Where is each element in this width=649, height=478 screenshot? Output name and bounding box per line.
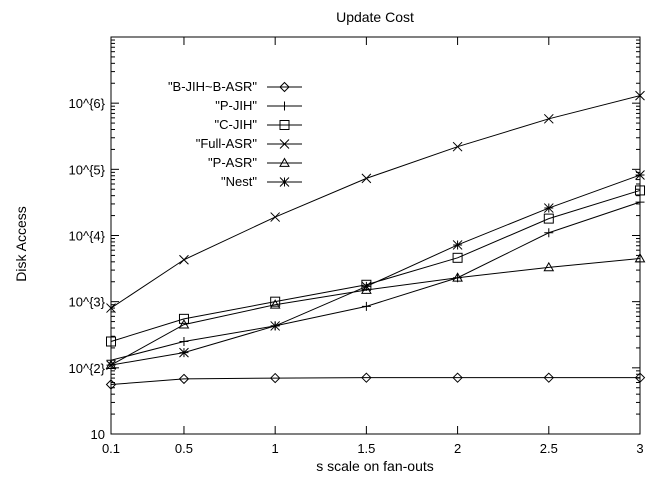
data-point bbox=[634, 252, 646, 263]
legend-label: "P-JIH" bbox=[215, 98, 257, 113]
data-point bbox=[452, 252, 463, 263]
series-line bbox=[110, 257, 641, 366]
data-point bbox=[543, 261, 555, 272]
y-tick-label: 10^{6} bbox=[69, 96, 106, 111]
y-tick-label: 10^{2} bbox=[69, 361, 106, 376]
legend-label: "Nest" bbox=[221, 174, 257, 189]
data-point bbox=[361, 281, 372, 292]
legend-marker bbox=[279, 139, 290, 149]
legend: "B-JIH~B-ASR" "P-JIH" "C-JIH" "Full-ASR" "P-… bbox=[168, 79, 302, 189]
data-point bbox=[543, 372, 555, 383]
data-point bbox=[544, 228, 554, 238]
x-tick-label: 2.5 bbox=[540, 441, 558, 456]
data-point bbox=[452, 272, 463, 282]
data-point bbox=[635, 170, 645, 180]
x-tick-label: 0.5 bbox=[175, 441, 193, 456]
data-point bbox=[452, 141, 463, 152]
legend-marker bbox=[279, 157, 290, 167]
legend-label: "P-ASR" bbox=[208, 155, 257, 170]
data-point bbox=[361, 301, 371, 311]
y-tick-label: 10^{5} bbox=[69, 162, 106, 177]
y-tick-label: 10 bbox=[91, 427, 105, 442]
data-point bbox=[270, 321, 281, 331]
data-point bbox=[105, 379, 117, 390]
axes: 0.1 0.5 1 1.5 2 2.5 3 10 10^{2} 10^{3} 10^{4} 10^{5… bbox=[69, 36, 644, 456]
data-point bbox=[635, 185, 645, 196]
x-tick-label: 1.5 bbox=[357, 441, 375, 456]
data-point bbox=[361, 173, 372, 184]
x-axis-label: s scale on fan-outs bbox=[316, 458, 434, 474]
series-line bbox=[110, 377, 640, 385]
data-point bbox=[635, 90, 645, 101]
data-point bbox=[178, 319, 190, 329]
legend-marker bbox=[279, 177, 290, 187]
legend-label: "B-JIH~B-ASR" bbox=[168, 79, 257, 94]
series-line bbox=[110, 201, 641, 361]
x-tick-label: 2 bbox=[454, 441, 461, 456]
data-point bbox=[179, 254, 189, 265]
data-point bbox=[269, 372, 281, 384]
data-point bbox=[269, 299, 281, 309]
data-point bbox=[361, 372, 372, 383]
legend-marker bbox=[279, 81, 290, 93]
chart-title: Update Cost bbox=[336, 9, 414, 25]
data-point bbox=[179, 347, 189, 358]
data-point bbox=[543, 203, 554, 213]
series-line bbox=[110, 95, 641, 309]
data-point bbox=[270, 212, 281, 222]
series-line bbox=[110, 174, 641, 366]
plot-frame bbox=[110, 36, 641, 435]
data-point bbox=[270, 296, 281, 307]
data-point bbox=[634, 372, 646, 383]
legend-marker bbox=[280, 101, 289, 111]
data-point bbox=[361, 284, 372, 294]
data-point bbox=[178, 373, 190, 385]
legend-label: "C-JIH" bbox=[215, 117, 258, 132]
y-tick-label: 10^{3} bbox=[69, 295, 106, 310]
data-point bbox=[452, 240, 463, 250]
data-point bbox=[635, 197, 645, 207]
y-axis-label: Disk Access bbox=[13, 206, 29, 281]
data-point bbox=[179, 337, 189, 347]
y-tick-label: 10^{4} bbox=[69, 229, 106, 244]
x-tick-label: 1 bbox=[272, 441, 279, 456]
plot-area bbox=[105, 90, 646, 390]
data-point bbox=[543, 113, 554, 124]
data-point bbox=[543, 213, 554, 224]
data-point bbox=[452, 372, 463, 383]
data-point bbox=[106, 303, 116, 313]
x-tick-label: 3 bbox=[636, 441, 643, 456]
legend-marker bbox=[279, 120, 290, 130]
data-point bbox=[106, 360, 116, 370]
x-tick-label: 0.1 bbox=[102, 441, 120, 456]
data-point bbox=[178, 313, 189, 324]
legend-label: "Full-ASR" bbox=[196, 136, 258, 151]
data-point bbox=[106, 336, 116, 347]
